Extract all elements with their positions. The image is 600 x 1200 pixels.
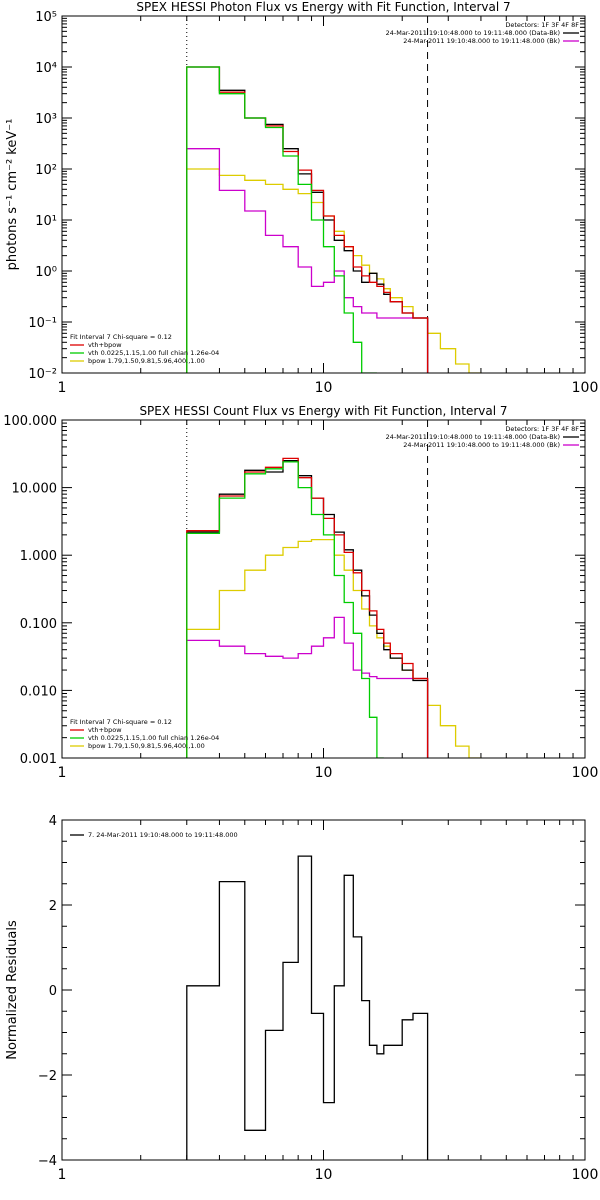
photon-flux-panel: SPEX HESSI Photon Flux vs Energy with Fi…: [5, 0, 598, 396]
data-series-group: [186, 66, 481, 373]
legend-entry-text: 7. 24-Mar-2011 19:10:48.000 to 19:11:48.…: [88, 831, 238, 839]
x-tick-label: 1: [58, 765, 67, 781]
y-tick-label: −2: [38, 1069, 57, 1084]
residuals-panel: Normalized Residuals 1 10 100 −4 −2 0 2 4 7. 24-M…: [5, 814, 598, 1183]
data-series-group: [186, 457, 481, 758]
x-tick-label: 100: [572, 765, 599, 781]
fit-legend-text: bpow 1.79,1.50,9.81,5.96,400.,1.00: [88, 742, 205, 750]
series-data-histogram: [186, 460, 429, 758]
fit-legend-text: vth+bpow: [88, 341, 122, 349]
legend-header: Detectors: 1F 3F 4F 8F: [505, 21, 579, 29]
series-vth-histogram: [186, 461, 384, 758]
x-tick-label: 100: [572, 380, 599, 396]
y-tick-label: 0.010: [20, 684, 57, 699]
fit-legend-text: bpow 1.79,1.50,9.81,5.96,400.,1.00: [88, 357, 205, 365]
y-tick-label: 10⁰: [35, 265, 57, 280]
y-tick-label: 10⁻¹: [28, 316, 57, 331]
plot-frame: [61, 819, 586, 1161]
plot-frame: [61, 419, 586, 759]
y-tick-label: 100.000: [3, 414, 57, 429]
count-flux-panel: SPEX HESSI Count Flux vs Energy with Fit…: [3, 404, 598, 781]
y-tick-label: 4: [49, 814, 57, 829]
x-tick-label: 10: [315, 380, 333, 396]
legend-header: Detectors: 1F 3F 4F 8F: [505, 425, 579, 433]
series-data-histogram: [186, 66, 429, 373]
x-tick-label: 1: [58, 380, 67, 396]
legend-entry-text: 24-Mar-2011 19:10:48.000 to 19:11:48.000…: [403, 37, 560, 45]
series-total-histogram: [186, 66, 429, 373]
fit-legend-text: vth 0.0225,1.15,1.00 full chian 1.26e-04: [88, 734, 219, 742]
legend-entry-text: 24-Mar-2011 19:10:48.000 to 19:11:48.000…: [403, 441, 560, 449]
y-tick-label: 10⁻²: [28, 367, 57, 382]
y-tick-label: 1.000: [20, 549, 57, 564]
y-tick-label: 10⁵: [35, 10, 57, 25]
series-total-histogram: [186, 457, 429, 758]
y-axis-label: Normalized Residuals: [5, 920, 20, 1060]
legend-entry-text: 24-Mar-2011 19:10:48.000 to 19:11:48.000…: [386, 433, 560, 441]
y-tick-label: 0.100: [20, 617, 57, 632]
series-data-histogram: [186, 855, 429, 1160]
y-tick-label: 10²: [35, 163, 57, 178]
y-axis-label: photons s⁻¹ cm⁻² keV⁻¹: [5, 119, 20, 271]
x-tick-label: 100: [572, 1167, 599, 1183]
series-bk-histogram: [186, 616, 429, 758]
y-tick-label: 10¹: [35, 214, 57, 229]
x-tick-label: 10: [315, 765, 333, 781]
fit-legend-text: vth 0.0225,1.15,1.00 full chian 1.26e-04: [88, 349, 219, 357]
x-tick-label: 10: [315, 1167, 333, 1183]
y-tick-label: −4: [38, 1154, 57, 1169]
fit-legend-header: Fit Interval 7 Chi-square = 0.12: [70, 718, 172, 726]
series-vth-histogram: [186, 66, 377, 373]
data-series-group: [186, 855, 429, 1160]
chart-title: SPEX HESSI Photon Flux vs Energy with Fi…: [136, 0, 510, 14]
fit-legend-text: vth+bpow: [88, 726, 122, 734]
y-tick-label: 0.001: [20, 752, 57, 767]
legend-entry-text: 24-Mar-2011 19:10:48.000 to 19:11:48.000…: [386, 29, 560, 37]
y-tick-label: 10.000: [12, 482, 58, 497]
y-tick-label: 10⁴: [35, 61, 57, 76]
fit-legend-header: Fit Interval 7 Chi-square = 0.12: [70, 333, 172, 341]
y-tick-label: 10³: [35, 112, 57, 127]
y-tick-label: 2: [49, 899, 57, 914]
x-tick-label: 1: [58, 1167, 67, 1183]
plot-frame: [61, 15, 586, 374]
series-bk-histogram: [186, 148, 429, 373]
y-tick-label: 0: [49, 984, 57, 999]
chart-title: SPEX HESSI Count Flux vs Energy with Fit…: [139, 404, 507, 418]
